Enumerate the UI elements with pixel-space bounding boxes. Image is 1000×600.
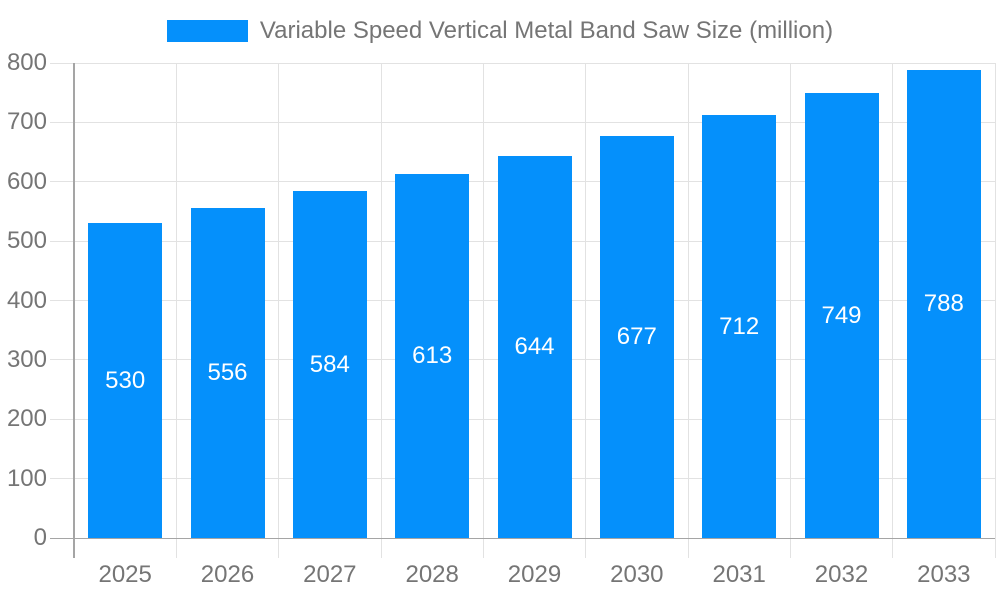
y-axis-line: [73, 63, 75, 558]
x-axis-tick-label: 2027: [303, 561, 357, 588]
grid-line-v: [892, 63, 894, 558]
grid-line-v: [482, 63, 484, 558]
grid-line-h: [50, 121, 995, 123]
y-axis-tick-label: 300: [6, 345, 47, 373]
y-axis-tick-label: 500: [6, 227, 47, 255]
x-axis-tick-label: 2025: [98, 561, 152, 588]
y-axis-tick-label: 100: [6, 464, 47, 492]
bar[interactable]: 613: [395, 174, 470, 538]
legend-item[interactable]: Variable Speed Vertical Metal Band Saw S…: [0, 17, 1000, 45]
x-axis-line: [50, 537, 995, 539]
bar-value-label: 749: [821, 301, 862, 329]
bar[interactable]: 749: [804, 93, 879, 538]
bar[interactable]: 677: [599, 136, 674, 538]
grid-line-v: [278, 63, 280, 558]
y-axis-tick-label: 0: [33, 524, 47, 551]
bar-value-label: 613: [412, 342, 453, 370]
bar[interactable]: 556: [190, 207, 265, 538]
grid-line-v: [380, 63, 382, 558]
y-axis-tick-label: 600: [6, 167, 47, 195]
grid-line-v: [789, 63, 791, 558]
grid-line-h: [50, 62, 995, 64]
grid-line-v: [175, 63, 177, 558]
legend-swatch: [166, 20, 248, 42]
x-axis-tick-label: 2032: [814, 561, 869, 588]
bar-value-label: 530: [105, 366, 146, 394]
bar[interactable]: 530: [88, 223, 163, 538]
bar-value-label: 584: [309, 350, 350, 378]
bar[interactable]: 712: [702, 115, 777, 538]
bar[interactable]: 584: [292, 191, 367, 538]
legend-label: Variable Speed Vertical Metal Band Saw S…: [259, 17, 834, 44]
x-axis-tick-label: 2031: [712, 561, 766, 588]
x-axis-tick-label: 2030: [610, 561, 664, 588]
bar[interactable]: 644: [497, 155, 572, 538]
bar-value-label: 556: [207, 358, 248, 386]
bar-value-label: 788: [923, 290, 964, 318]
grid-line-v: [687, 63, 689, 558]
x-axis-tick-label: 2033: [917, 561, 971, 588]
x-axis-tick-label: 2028: [405, 561, 459, 588]
bar-value-label: 712: [719, 312, 760, 340]
grid-line-v: [994, 63, 996, 558]
y-axis-tick-label: 800: [6, 49, 47, 76]
bar-value-label: 644: [514, 332, 555, 360]
y-axis-tick-label: 700: [6, 108, 47, 136]
bar[interactable]: 788: [906, 70, 981, 538]
x-axis-tick-label: 2026: [200, 561, 255, 588]
bar-value-label: 677: [616, 323, 657, 351]
y-axis-tick-label: 200: [6, 405, 47, 433]
y-axis-tick-label: 400: [6, 286, 47, 314]
x-axis-tick-label: 2029: [507, 561, 562, 588]
grid-line-v: [585, 63, 587, 558]
